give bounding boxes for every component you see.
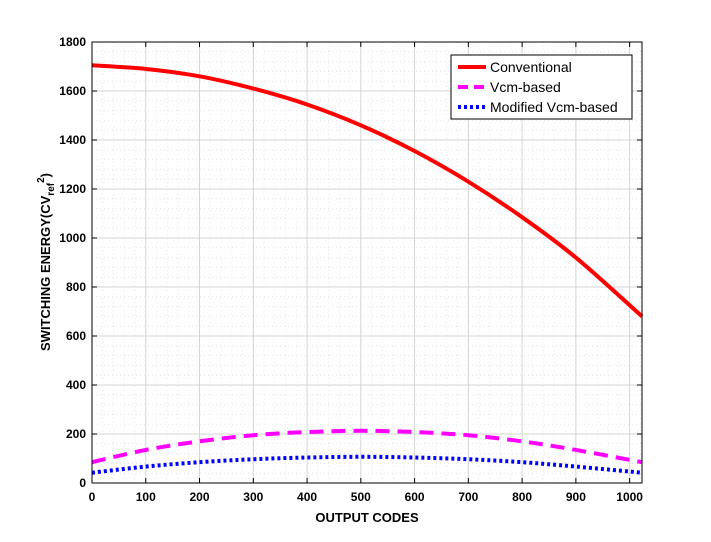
x-tick-label: 400 bbox=[297, 490, 317, 504]
series-line-1 bbox=[91, 428, 643, 465]
y-axis-title-sup: 2 bbox=[36, 177, 47, 183]
y-axis-title-end: ) bbox=[38, 173, 53, 177]
y-tick-label: 800 bbox=[66, 280, 86, 294]
x-tick-label: 600 bbox=[405, 490, 425, 504]
y-tick-label: 1800 bbox=[59, 35, 86, 49]
legend-label-2: Modified Vcm-based bbox=[490, 99, 618, 115]
x-tick-label: 500 bbox=[351, 490, 371, 504]
y-tick-label: 200 bbox=[66, 427, 86, 441]
y-tick-label: 600 bbox=[66, 329, 86, 343]
tick-labels: 0 100 200 300 400 500 600 700 800 900 1000 0 200 400 6… bbox=[59, 35, 643, 504]
y-tick-label: 1600 bbox=[59, 84, 86, 98]
x-tick-label: 700 bbox=[458, 490, 478, 504]
series-line-0 bbox=[91, 63, 644, 318]
y-tick-label: 0 bbox=[79, 476, 86, 490]
y-tick-label: 1200 bbox=[59, 182, 86, 196]
legend-label-1: Vcm-based bbox=[490, 79, 561, 95]
y-tick-label: 1000 bbox=[59, 231, 86, 245]
y-axis-title-main: SWITCHING ENERGY(CV bbox=[38, 195, 53, 351]
x-tick-label: 200 bbox=[190, 490, 210, 504]
y-axis-title-sub: ref bbox=[46, 182, 57, 195]
y-tick-label: 400 bbox=[66, 378, 86, 392]
x-tick-label: 900 bbox=[566, 490, 586, 504]
x-tick-label: 0 bbox=[89, 490, 96, 504]
x-tick-label: 1000 bbox=[616, 490, 643, 504]
legend: Conventional Vcm-based Modified Vcm-based bbox=[450, 54, 633, 120]
grid bbox=[91, 41, 642, 484]
x-axis-title: OUTPUT CODES bbox=[315, 510, 419, 525]
x-tick-label: 300 bbox=[243, 490, 263, 504]
plot-frame bbox=[91, 41, 643, 484]
series-layer bbox=[91, 63, 644, 475]
x-tick-label: 800 bbox=[512, 490, 532, 504]
y-axis-title: SWITCHING ENERGY(CVref2) bbox=[36, 173, 57, 351]
series-line-2 bbox=[91, 454, 643, 475]
legend-label-0: Conventional bbox=[490, 59, 572, 75]
y-tick-label: 1400 bbox=[59, 133, 86, 147]
x-tick-label: 100 bbox=[136, 490, 156, 504]
